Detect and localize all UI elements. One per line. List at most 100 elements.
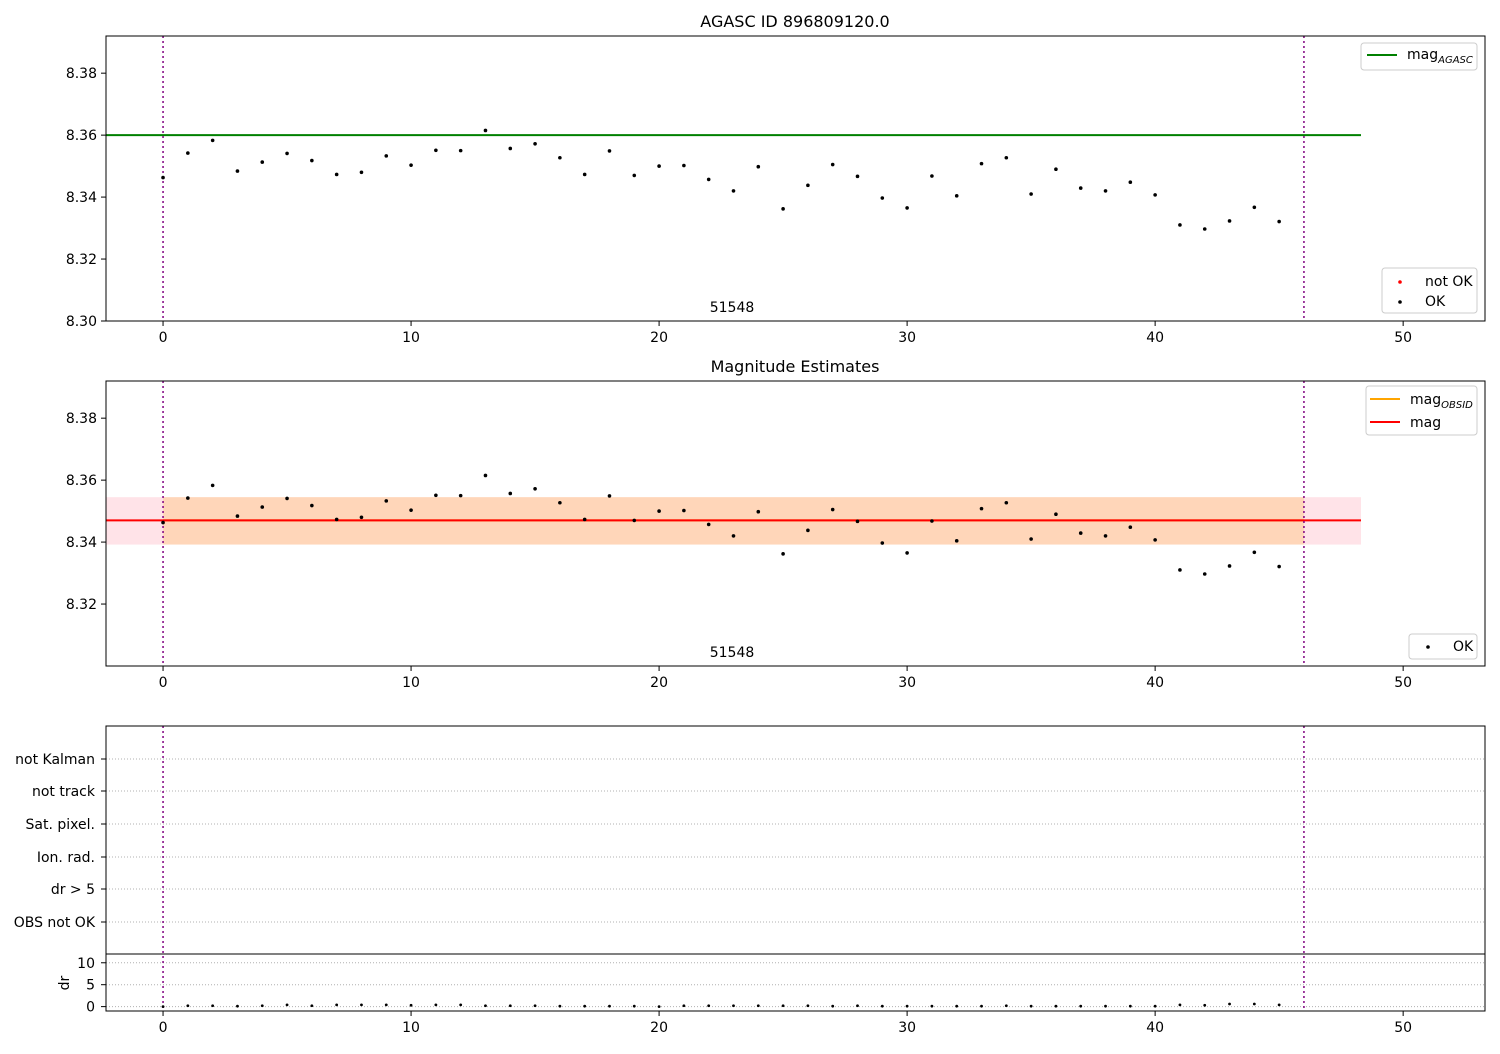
legend-mag-obsid-main: mag xyxy=(1410,392,1441,408)
data-point xyxy=(210,483,215,488)
x-tick-label: 10 xyxy=(402,330,420,346)
data-point xyxy=(285,151,289,156)
x-tick-label: 10 xyxy=(402,675,420,691)
data-point xyxy=(434,148,438,153)
x-tick-label: 40 xyxy=(1146,675,1164,691)
data-point xyxy=(1004,155,1009,160)
flags-panel: not Kalman not track Sat. pixel. Ion. rad. d… xyxy=(14,725,1486,1036)
data-point xyxy=(954,194,959,198)
flag-label: Sat. pixel. xyxy=(26,817,95,833)
data-point xyxy=(781,207,785,211)
data-point xyxy=(1153,538,1157,542)
dr-point xyxy=(1178,1003,1182,1007)
data-point xyxy=(706,522,711,527)
data-point xyxy=(533,142,537,146)
data-point xyxy=(682,508,686,513)
y-tick-label: 8.30 xyxy=(66,314,97,330)
data-point xyxy=(731,534,736,538)
dr-point xyxy=(831,1004,835,1008)
x-tick-label: 40 xyxy=(1146,330,1164,346)
panel2-legend-top: magOBSID mag xyxy=(1365,385,1478,436)
flag-label: not Kalman xyxy=(15,752,95,768)
dr-point xyxy=(1029,1004,1033,1008)
legend-mag-agasc-main: mag xyxy=(1407,47,1438,63)
data-point xyxy=(285,496,289,501)
data-point xyxy=(781,552,785,556)
legend-mag: mag xyxy=(1410,415,1441,431)
data-point xyxy=(260,505,265,509)
dr-point xyxy=(781,1004,785,1008)
data-point xyxy=(1277,564,1281,569)
y-tick-label: 8.38 xyxy=(66,411,97,427)
x-tick-label: 50 xyxy=(1394,330,1412,346)
panel2-frame xyxy=(105,380,1486,667)
svg-text:magOBSID: magOBSID xyxy=(1410,392,1473,411)
x-tick-label: 20 xyxy=(650,675,668,691)
data-point xyxy=(756,164,761,169)
data-point xyxy=(756,509,761,514)
dr-point xyxy=(285,1003,289,1007)
dr-point xyxy=(856,1004,859,1008)
dr-point xyxy=(1054,1004,1058,1008)
data-point xyxy=(880,541,885,545)
panel2-legend-bottom: OK xyxy=(1408,633,1478,660)
data-point xyxy=(359,515,364,520)
data-point xyxy=(558,500,562,505)
data-point xyxy=(186,496,190,500)
data-point xyxy=(1103,189,1108,193)
dr-point xyxy=(930,1004,934,1008)
x-tick-label: 30 xyxy=(898,675,916,691)
panel1-obsid-label: 51548 xyxy=(710,300,755,316)
data-point xyxy=(1153,193,1157,197)
data-point xyxy=(632,173,637,178)
data-point xyxy=(161,175,165,180)
dr-point xyxy=(484,1004,487,1008)
dr-point xyxy=(1104,1004,1107,1008)
dr-point xyxy=(1252,1002,1256,1006)
dr-point xyxy=(409,1003,413,1007)
x-tick-label: 40 xyxy=(1146,1020,1164,1036)
data-point xyxy=(682,163,686,168)
data-point xyxy=(1078,531,1083,535)
dr-point xyxy=(1203,1003,1207,1007)
dr-point xyxy=(1128,1004,1132,1008)
dr-point xyxy=(732,1004,735,1008)
dr-y-tick-label: 10 xyxy=(77,956,95,972)
panel1-title: AGASC ID 896809120.0 xyxy=(700,12,889,31)
data-point xyxy=(806,528,810,533)
data-point xyxy=(1029,537,1033,541)
data-point xyxy=(235,514,240,518)
dr-point xyxy=(236,1004,239,1008)
data-point xyxy=(1128,180,1133,185)
data-point xyxy=(1202,572,1207,576)
dr-point xyxy=(1277,1003,1281,1007)
data-point xyxy=(409,163,413,167)
flag-label: Ion. rad. xyxy=(37,850,95,866)
data-point xyxy=(310,503,314,508)
x-tick-label: 0 xyxy=(159,1020,168,1036)
legend-ok: OK xyxy=(1425,294,1446,310)
dr-point xyxy=(459,1003,463,1007)
panel3-frame xyxy=(105,725,1486,1012)
data-point xyxy=(533,487,537,491)
dr-point xyxy=(1228,1002,1231,1006)
data-point xyxy=(1277,219,1281,224)
data-point xyxy=(954,539,959,543)
data-point xyxy=(1202,227,1207,231)
x-tick-label: 20 xyxy=(650,1020,668,1036)
data-point xyxy=(731,189,736,193)
panel1-legend-top: magAGASC xyxy=(1360,42,1478,71)
legend-ok-2: OK xyxy=(1453,639,1474,655)
data-point xyxy=(1227,219,1232,223)
x-tick-label: 30 xyxy=(898,1020,916,1036)
y-tick-label: 8.32 xyxy=(66,597,97,613)
x-tick-label: 50 xyxy=(1394,675,1412,691)
data-point xyxy=(409,508,413,512)
dr-y-tick-label: 0 xyxy=(86,1000,95,1016)
legend-not-ok: not OK xyxy=(1425,274,1473,290)
data-point xyxy=(483,473,488,478)
data-point xyxy=(830,507,835,512)
data-point xyxy=(830,162,835,167)
dr-point xyxy=(186,1004,190,1008)
